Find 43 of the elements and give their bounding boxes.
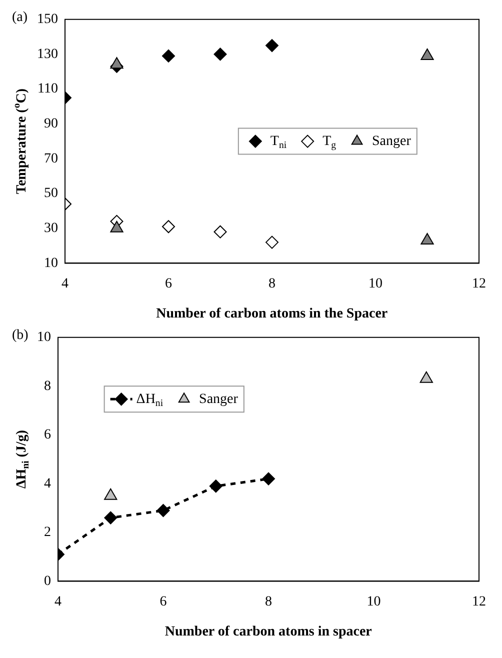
legend-label: Sanger — [372, 134, 412, 149]
y-tick-label: 10 — [37, 330, 51, 346]
y-tick-label: 2 — [44, 525, 51, 540]
x-axis-title: Number of carbon atoms in the Spacer — [156, 306, 388, 322]
y-tick-label: 130 — [37, 46, 58, 62]
y-tick-label: 70 — [44, 151, 58, 166]
point — [104, 511, 118, 524]
point — [214, 48, 227, 61]
y-tick-label: 6 — [44, 428, 51, 443]
x-tick-label: 6 — [160, 594, 167, 610]
y-tick-label: 110 — [38, 82, 58, 97]
x-tick-label: 10 — [368, 276, 382, 292]
x-tick-label: 12 — [472, 276, 486, 292]
point — [162, 220, 175, 234]
legend-label: Sanger — [199, 392, 238, 407]
point — [420, 233, 434, 245]
point — [266, 236, 278, 249]
x-tick-label: 8 — [265, 594, 272, 610]
x-tick-label: 8 — [268, 276, 276, 292]
point — [214, 225, 227, 238]
point — [266, 39, 278, 52]
point — [209, 480, 222, 493]
point — [156, 504, 170, 517]
y-tick-label: 8 — [44, 378, 51, 394]
point — [162, 49, 175, 62]
y-tick-label: 30 — [44, 221, 58, 236]
y-tick-label: 4 — [44, 476, 51, 492]
x-tick-label: 10 — [366, 594, 381, 610]
chart-title: (a) — [12, 10, 28, 26]
y-tick-label: 150 — [37, 12, 58, 28]
x-axis-title: Number of carbon atoms in spacer — [164, 624, 372, 640]
y-tick-label: 90 — [44, 116, 58, 132]
y-tick-label: 10 — [44, 256, 58, 271]
y-axis-title: ΔHni (J/g) — [14, 430, 32, 489]
y-axis-title: Temperature (oC) — [12, 88, 30, 194]
x-tick-label: 6 — [165, 276, 172, 292]
y-tick-label: 0 — [44, 574, 51, 589]
point — [420, 371, 433, 383]
x-tick-label: 12 — [472, 594, 486, 610]
y-tick-label: 50 — [44, 186, 58, 202]
chart-title: (b) — [12, 328, 29, 344]
x-tick-label: 4 — [62, 276, 68, 292]
point — [262, 472, 275, 486]
